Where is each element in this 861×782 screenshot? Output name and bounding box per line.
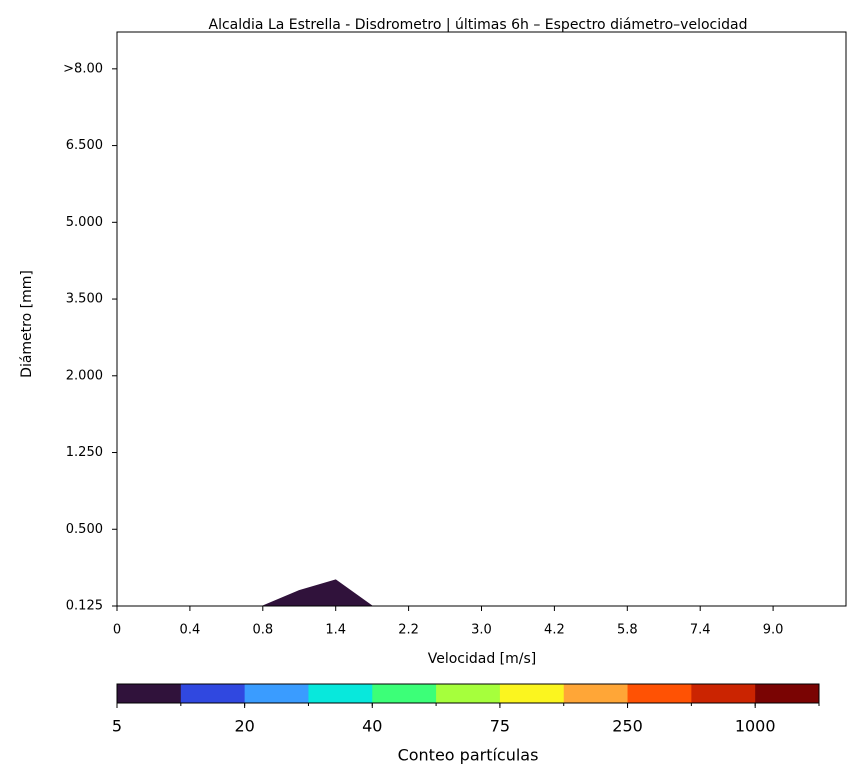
colorbar-frame xyxy=(116,683,820,704)
colorbar-segment xyxy=(563,684,629,703)
colorbar-segment xyxy=(308,684,373,703)
x-tick-label: 9.0 xyxy=(763,623,784,638)
colorbar-tick-label: 75 xyxy=(490,717,510,736)
x-axis-label: Velocidad [m/s] xyxy=(428,651,537,667)
y-tick-label: 3.500 xyxy=(66,292,103,307)
colorbar-segment xyxy=(436,684,501,703)
y-axis-label: Diámetro [mm] xyxy=(19,270,35,378)
colorbar-segment xyxy=(691,684,756,703)
y-tick-label: >8.00 xyxy=(63,61,103,76)
area xyxy=(262,579,374,607)
y-tick-label: 2.000 xyxy=(66,368,103,383)
colorbar-segment xyxy=(499,684,565,703)
x-tick-label: 1.4 xyxy=(325,623,346,638)
colorbar-segment xyxy=(372,684,437,703)
colorbar-segment xyxy=(755,684,820,703)
y-tick-label: 0.500 xyxy=(66,522,103,537)
colorbar-tick-label: 20 xyxy=(234,717,254,736)
colorbar-segment xyxy=(180,684,246,703)
chart-title: Alcaldia La Estrella - Disdrometro | últ… xyxy=(209,17,748,33)
colorbar-label: Conteo partículas xyxy=(398,746,539,765)
colorbar-tick-label: 5 xyxy=(112,717,122,736)
x-tick-label: 0 xyxy=(113,623,121,638)
x-tick-label: 0.4 xyxy=(180,623,201,638)
x-tick-label: 5.8 xyxy=(617,623,638,638)
colorbar-segment xyxy=(627,684,692,703)
y-tick-label: 1.250 xyxy=(66,445,103,460)
plot-frame xyxy=(116,31,847,607)
y-tick-label: 5.000 xyxy=(66,215,103,230)
colorbar-tick-label: 250 xyxy=(612,717,643,736)
colorbar-tick-label: 1000 xyxy=(735,717,776,736)
x-tick-label: 4.2 xyxy=(544,623,565,638)
x-tick-label: 0.8 xyxy=(252,623,273,638)
x-tick-label: 3.0 xyxy=(471,623,492,638)
colorbar-tick-label: 40 xyxy=(362,717,382,736)
x-tick-label: 2.2 xyxy=(398,623,419,638)
y-tick-label: 0.125 xyxy=(66,599,103,614)
x-tick-label: 7.4 xyxy=(690,623,711,638)
colorbar-segment xyxy=(117,684,182,703)
colorbar-segment xyxy=(244,684,309,703)
y-tick-label: 6.500 xyxy=(66,138,103,153)
